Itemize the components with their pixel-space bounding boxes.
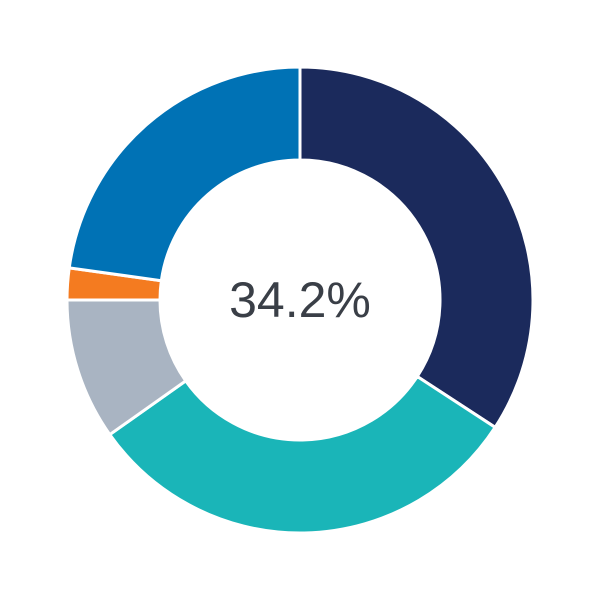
donut-slice-2 — [107, 374, 498, 535]
donut-slice-1 — [298, 65, 535, 430]
donut-slice-5 — [67, 65, 302, 283]
